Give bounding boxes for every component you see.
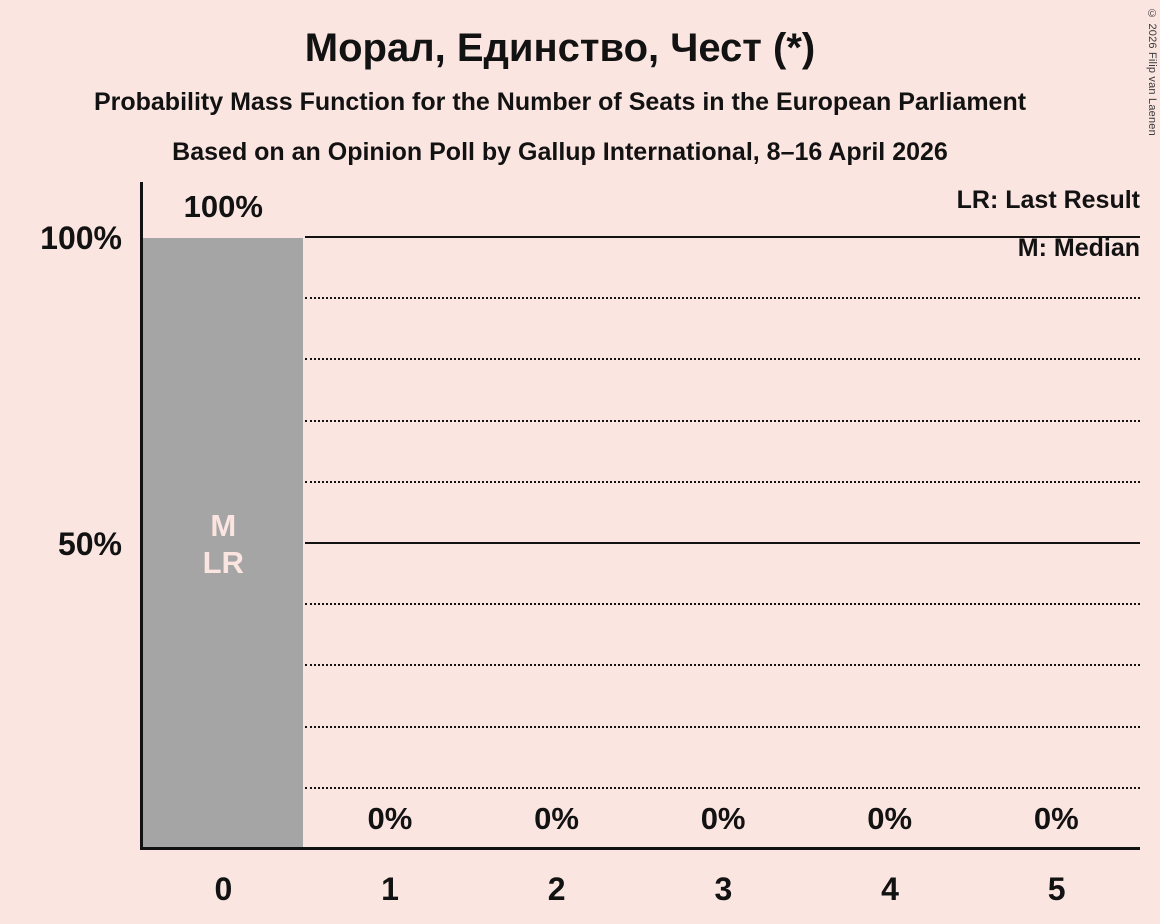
legend-median: M: Median	[1017, 234, 1140, 262]
chart-subtitle: Probability Mass Function for the Number…	[93, 88, 1027, 116]
bar-annotation-median-lastresult: M LR	[203, 507, 244, 581]
last-result-marker: LR	[202, 545, 244, 580]
x-axis-tick-2: 2	[547, 871, 566, 907]
gridline-40pct	[305, 603, 1140, 605]
x-axis-tick-3: 3	[714, 871, 733, 907]
median-marker: M	[210, 508, 237, 543]
chart-subtitle-source: Based on an Opinion Poll by Gallup Inter…	[172, 138, 948, 166]
bar-group-seat-4: 0%	[806, 182, 973, 850]
gridline-50pct	[305, 542, 1140, 544]
gridline-80pct	[305, 358, 1140, 360]
bar-value-label: 0%	[867, 801, 913, 836]
bar-seat-0: M LR	[143, 238, 304, 850]
y-axis-tick-100: 100%	[40, 220, 122, 256]
plot-area: 100% M LR 0% 0% 0% 0% 0%	[140, 182, 1140, 850]
x-axis-tick-4: 4	[881, 871, 899, 907]
gridline-90pct	[305, 297, 1140, 299]
chart-title: Морал, Единство, Чест (*)	[304, 26, 816, 70]
bar-group-seat-3: 0%	[640, 182, 807, 850]
bar-group-seat-2: 0%	[473, 182, 640, 850]
gridline-30pct	[305, 664, 1140, 666]
bar-group-seat-1: 0%	[307, 182, 474, 850]
bar-value-label: 0%	[700, 801, 746, 836]
gridline-60pct	[305, 481, 1140, 483]
x-axis-tick-5: 5	[1047, 871, 1066, 907]
bar-value-label: 0%	[534, 801, 579, 836]
x-axis-line	[140, 847, 1140, 850]
gridline-10pct	[305, 787, 1140, 789]
bar-value-label: 0%	[1033, 801, 1079, 836]
x-axis-tick-0: 0	[214, 871, 233, 907]
x-axis-tick-1: 1	[381, 871, 399, 907]
gridline-70pct	[305, 420, 1140, 422]
x-axis-ticks: 0 1 2 3 4 5	[140, 866, 1140, 912]
y-axis-tick-50: 50%	[57, 526, 122, 562]
copyright-notice: © 2026 Filip van Laenen	[1146, 8, 1158, 136]
bar-value-label: 100%	[183, 189, 263, 224]
y-axis-line	[140, 182, 143, 850]
bar-group-seat-5: 0%	[973, 182, 1140, 850]
gridline-100pct	[305, 236, 1140, 238]
legend-last-result: LR: Last Result	[956, 186, 1140, 214]
bar-group-seat-0: 100% M LR	[140, 182, 307, 850]
gridline-20pct	[305, 726, 1140, 728]
bar-value-label: 0%	[367, 801, 413, 836]
